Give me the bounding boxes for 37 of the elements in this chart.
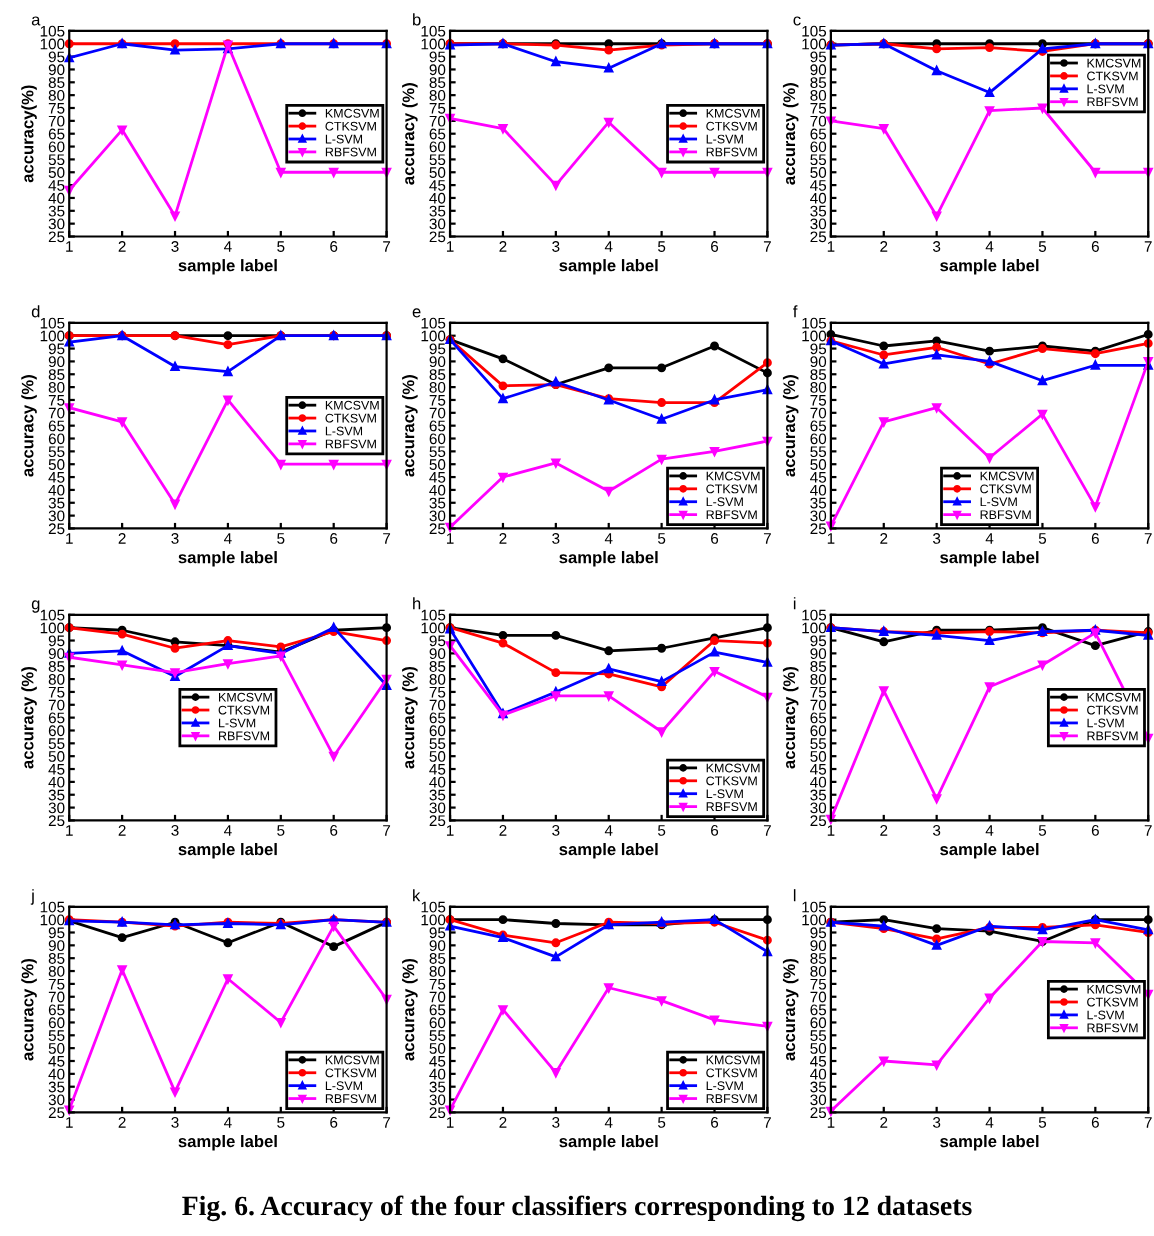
chart-title: g	[31, 600, 40, 613]
y-axis-title: accuracy(%)	[21, 85, 37, 183]
y-axis-title: accuracy (%)	[21, 959, 37, 1061]
x-axis-title: sample label	[178, 551, 277, 567]
x-axis-title: sample label	[178, 259, 277, 275]
x-axis-title: sample label	[178, 1134, 277, 1151]
y-axis-title: accuracy (%)	[402, 83, 418, 185]
x-axis-title: sample label	[178, 843, 277, 859]
chart-title: j	[30, 889, 34, 905]
chart-title: f	[793, 305, 798, 318]
chart-title: e	[412, 308, 421, 318]
chart-title: b	[413, 13, 421, 26]
chart-title: l	[793, 889, 796, 902]
y-axis-title: accuracy (%)	[21, 667, 37, 769]
y-axis-title: accuracy (%)	[782, 83, 799, 185]
x-axis-title: sample label	[559, 1134, 658, 1151]
y-axis-title: accuracy (%)	[402, 667, 418, 769]
x-axis-title: sample label	[940, 551, 1039, 567]
chart-title: i	[793, 597, 796, 610]
y-axis-title: accuracy (%)	[782, 959, 799, 1061]
chart-title: h	[413, 597, 421, 610]
chart-title: c	[793, 16, 801, 26]
chart-title: d	[31, 305, 40, 318]
x-axis-title: sample label	[559, 551, 658, 567]
x-axis-title: sample label	[940, 259, 1039, 275]
x-axis-title: sample label	[940, 1134, 1039, 1151]
y-axis-title: accuracy (%)	[402, 959, 418, 1061]
y-axis-title: accuracy (%)	[21, 375, 37, 477]
caption: Fig. 6. Accuracy of the four classifiers corresponding to 12 datasets	[182, 1195, 972, 1222]
x-axis-title: sample label	[559, 259, 658, 275]
y-axis-title: accuracy (%)	[782, 667, 799, 769]
y-axis-title: accuracy (%)	[402, 375, 418, 477]
x-axis-title: sample label	[940, 843, 1039, 859]
chart-title: k	[413, 889, 421, 902]
y-axis-title: accuracy (%)	[782, 375, 799, 477]
chart-title: a	[31, 16, 41, 26]
x-axis-title: sample label	[559, 843, 658, 859]
